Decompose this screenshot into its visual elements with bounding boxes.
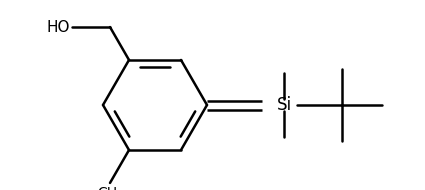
- Text: CH₃: CH₃: [97, 186, 123, 190]
- Text: HO: HO: [46, 20, 70, 35]
- Text: Si: Si: [276, 96, 292, 114]
